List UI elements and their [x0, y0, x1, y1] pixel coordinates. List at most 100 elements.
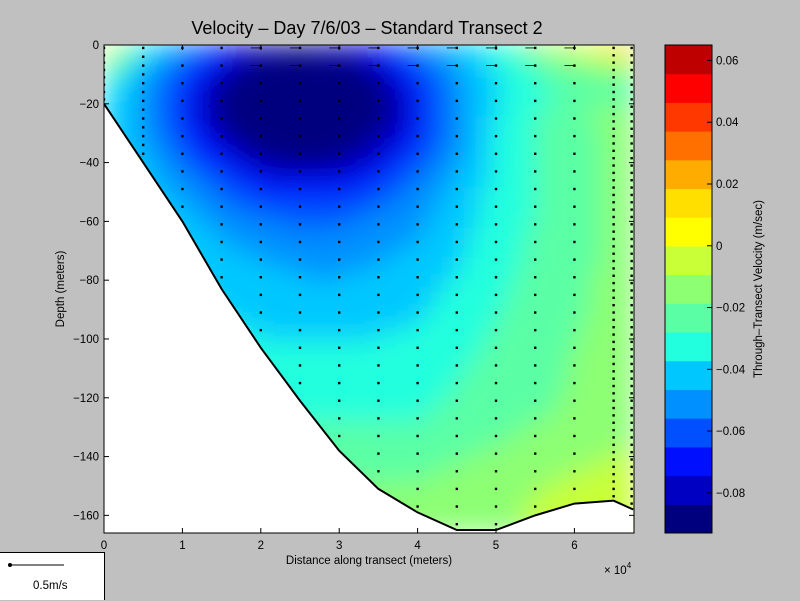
contour-cell — [589, 370, 602, 382]
contour-cell — [203, 228, 216, 239]
measurement-point — [534, 293, 537, 297]
contour-cell — [622, 116, 634, 127]
measurement-point — [377, 311, 380, 314]
contour-cell — [291, 156, 304, 168]
contour-cell — [545, 126, 558, 138]
contour-cell — [501, 45, 514, 56]
contour-cell — [214, 85, 227, 97]
measurement-point — [298, 99, 302, 103]
contour-cell — [369, 228, 381, 239]
contour-cell — [457, 268, 469, 280]
contour-cell — [468, 156, 481, 168]
contour-cell — [600, 482, 613, 493]
contour-cell — [556, 350, 569, 361]
contour-cell — [578, 55, 591, 66]
contour-cell — [435, 421, 447, 432]
contour-cell — [291, 360, 304, 371]
contour-cell — [214, 228, 227, 239]
measurement-point — [494, 205, 498, 208]
contour-cell — [280, 106, 293, 117]
contour-cell — [148, 167, 160, 178]
contour-cell — [346, 228, 359, 239]
contour-cell — [545, 278, 558, 290]
measurement-point — [612, 289, 615, 292]
contour-cell — [490, 187, 503, 199]
contour-cell — [611, 380, 624, 392]
contour-cell — [424, 421, 436, 432]
contour-cell — [302, 228, 315, 239]
contour-cell — [611, 156, 624, 168]
contour-cell — [413, 278, 425, 290]
contour-cell — [181, 156, 193, 168]
measurement-point — [142, 108, 145, 111]
contour-cell — [369, 136, 381, 148]
measurement-point — [612, 68, 615, 72]
measurement-point — [455, 117, 459, 120]
measurement-point — [630, 392, 633, 395]
contour-cell — [203, 146, 216, 158]
measurement-point — [298, 258, 302, 261]
contour-cell — [291, 319, 304, 331]
measurement-point — [377, 99, 380, 103]
contour-cell — [457, 136, 469, 148]
contour-cell — [578, 380, 591, 392]
contour-cell — [369, 309, 381, 321]
measurement-point — [573, 328, 576, 332]
contour-cell — [468, 319, 481, 331]
contour-cell — [391, 258, 403, 270]
contour-cell — [545, 289, 558, 300]
contour-cell — [369, 217, 381, 229]
contour-cell — [258, 106, 271, 117]
contour-cell — [468, 65, 481, 77]
contour-cell — [523, 207, 536, 219]
contour-cell — [600, 380, 613, 392]
measurement-point — [338, 328, 341, 332]
contour-cell — [556, 319, 569, 331]
contour-cell — [313, 400, 326, 412]
contour-cell — [335, 339, 348, 351]
contour-cell — [302, 167, 315, 178]
contour-cell — [391, 482, 403, 493]
contour-cell — [600, 299, 613, 310]
contour-cell — [357, 45, 370, 56]
contour-cell — [446, 55, 458, 66]
contour-cell — [622, 431, 634, 443]
measurement-point — [573, 311, 576, 314]
contour-cell — [291, 45, 304, 56]
contour-cell — [523, 299, 536, 310]
measurement-point — [612, 414, 615, 417]
measurement-point — [612, 237, 615, 241]
contour-cell — [523, 136, 536, 148]
contour-cell — [512, 482, 525, 493]
contour-cell — [269, 299, 282, 310]
colorbar-band — [665, 475, 712, 505]
contour-cell — [313, 146, 326, 158]
contour-cell — [523, 360, 536, 371]
x-multiplier-exponent: 4 — [627, 561, 632, 570]
contour-cell — [159, 85, 171, 97]
contour-cell — [501, 167, 514, 178]
contour-cell — [335, 400, 348, 412]
contour-cell — [214, 136, 227, 148]
contour-cell — [335, 380, 348, 392]
measurement-point — [612, 98, 615, 101]
contour-cell — [523, 156, 536, 168]
contour-cell — [457, 329, 469, 341]
contour-cell — [479, 319, 492, 331]
contour-cell — [424, 238, 436, 249]
contour-cell — [357, 278, 370, 290]
measurement-point — [573, 381, 576, 385]
contour-cell — [192, 217, 204, 229]
contour-cell — [380, 350, 392, 361]
contour-cell — [324, 380, 337, 392]
contour-cell — [578, 329, 591, 341]
contour-cell — [446, 299, 458, 310]
contour-cell — [413, 390, 425, 402]
contour-cell — [457, 350, 469, 361]
contour-cell — [357, 390, 370, 402]
contour-cell — [413, 360, 425, 371]
measurement-point — [630, 142, 633, 145]
contour-cell — [369, 268, 381, 280]
contour-cell — [369, 431, 381, 443]
